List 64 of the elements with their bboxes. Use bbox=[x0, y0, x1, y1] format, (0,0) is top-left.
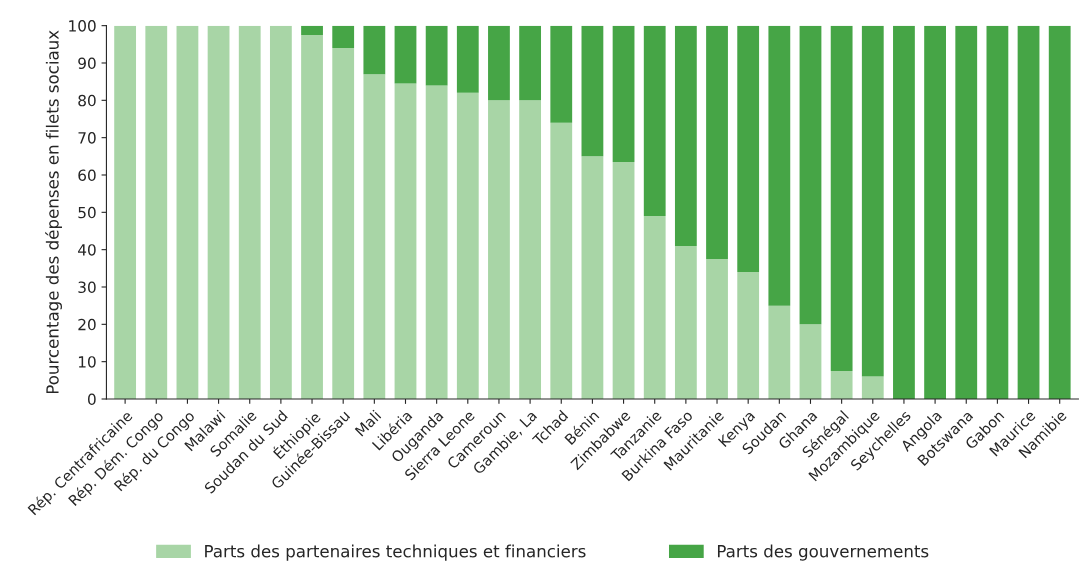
bar bbox=[612, 25, 635, 162]
bar bbox=[301, 25, 323, 35]
bar bbox=[332, 25, 355, 49]
bar bbox=[519, 100, 542, 399]
bar bbox=[425, 25, 448, 86]
bar bbox=[425, 85, 448, 399]
bar bbox=[114, 25, 137, 399]
bar bbox=[363, 25, 386, 75]
bar bbox=[861, 376, 884, 399]
bar bbox=[986, 25, 1009, 399]
bar bbox=[488, 25, 510, 101]
bar bbox=[643, 25, 666, 217]
y-tick-label: 30 bbox=[78, 281, 96, 294]
bar bbox=[706, 25, 728, 259]
y-tick-label: 0 bbox=[87, 393, 96, 406]
legend-label: Parts des gouvernements bbox=[717, 544, 929, 561]
bar bbox=[581, 156, 604, 399]
bar bbox=[1048, 25, 1071, 399]
bar bbox=[955, 25, 978, 399]
bar bbox=[207, 25, 230, 399]
bar bbox=[768, 25, 791, 306]
bar bbox=[363, 74, 386, 399]
y-tick-label: 40 bbox=[78, 244, 96, 256]
bar bbox=[924, 25, 946, 399]
bar bbox=[456, 25, 479, 93]
y-tick-label: 10 bbox=[78, 356, 96, 368]
bar bbox=[550, 25, 573, 123]
bar bbox=[737, 272, 760, 399]
bar bbox=[861, 25, 884, 377]
bar bbox=[519, 25, 542, 101]
bar bbox=[830, 25, 853, 371]
bar bbox=[674, 25, 697, 246]
bar bbox=[488, 100, 510, 399]
bar bbox=[269, 25, 292, 399]
bar bbox=[550, 122, 573, 399]
y-tick-label: 80 bbox=[78, 94, 96, 107]
y-tick-label: 60 bbox=[78, 169, 96, 182]
y-tick-label: 100 bbox=[69, 20, 96, 32]
bar bbox=[674, 245, 697, 399]
bar bbox=[799, 25, 822, 325]
bar bbox=[830, 371, 853, 399]
bar bbox=[612, 161, 635, 399]
bar bbox=[301, 34, 323, 399]
bar bbox=[1017, 25, 1040, 399]
legend-label: Parts des partenaires techniques et financiers bbox=[205, 544, 586, 561]
y-tick-label: 50 bbox=[78, 206, 96, 219]
bar bbox=[394, 83, 417, 399]
bar bbox=[145, 25, 168, 399]
bar bbox=[581, 25, 604, 157]
bar bbox=[799, 324, 822, 399]
y-tick-label: 20 bbox=[78, 318, 96, 331]
bar bbox=[456, 92, 479, 399]
bar bbox=[332, 48, 355, 399]
bar bbox=[176, 25, 199, 399]
bar bbox=[893, 25, 915, 399]
bar bbox=[706, 258, 728, 399]
bar bbox=[737, 25, 760, 273]
bar bbox=[768, 305, 791, 399]
y-tick-label: 70 bbox=[78, 132, 96, 144]
y-axis-title: Pourcentage des dépenses en filets sociaux bbox=[45, 30, 62, 394]
y-tick-label: 90 bbox=[78, 57, 96, 70]
bar bbox=[394, 25, 417, 84]
bar bbox=[643, 216, 666, 399]
bar bbox=[238, 25, 261, 399]
